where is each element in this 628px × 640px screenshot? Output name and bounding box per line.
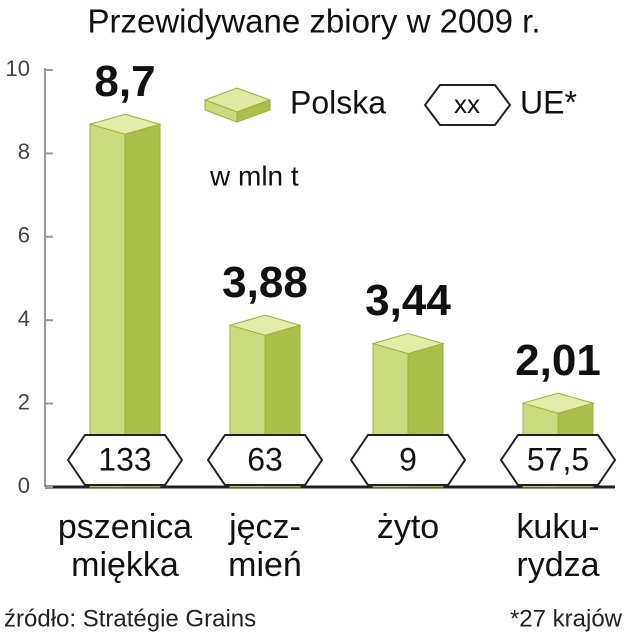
eu-hexagon bbox=[206, 434, 324, 486]
eu-value-label: 133 bbox=[98, 441, 151, 477]
legend-swatch bbox=[236, 99, 271, 123]
x-tick-label: kuku- rydza bbox=[516, 508, 600, 584]
bar-top bbox=[371, 333, 445, 355]
legend-hexagon bbox=[423, 84, 512, 126]
y-tick-label: 6 bbox=[18, 223, 30, 248]
value-label: 8,7 bbox=[94, 57, 155, 106]
value-label: 3,44 bbox=[365, 276, 451, 325]
unit-label: w mln t bbox=[209, 160, 299, 191]
note: *27 krajów bbox=[510, 605, 623, 632]
y-tick-label: 4 bbox=[18, 306, 30, 331]
chart-title: Przewidywane zbiory w 2009 r. bbox=[87, 3, 540, 40]
y-tick-label: 2 bbox=[18, 389, 30, 414]
bar-side bbox=[124, 123, 161, 488]
y-tick-label: 8 bbox=[18, 139, 30, 164]
legend: Polska xx UE* bbox=[203, 84, 577, 126]
eu-hexagon bbox=[66, 434, 184, 486]
legend-sample: xx bbox=[454, 89, 480, 119]
bar-top bbox=[88, 113, 162, 135]
eu-value-label: 63 bbox=[247, 441, 283, 477]
bar-top bbox=[228, 314, 302, 336]
eu-hexagon bbox=[499, 434, 617, 486]
legend-label: Polska bbox=[290, 84, 386, 120]
bar-top bbox=[521, 392, 595, 414]
value-label: 3,88 bbox=[222, 258, 308, 307]
value-label: 2,01 bbox=[515, 336, 601, 385]
bar bbox=[89, 123, 126, 488]
y-tick-label: 10 bbox=[6, 56, 30, 81]
eu-hexagon bbox=[349, 434, 467, 486]
eu-value-label: 57,5 bbox=[527, 441, 589, 477]
eu-value-label: 9 bbox=[399, 441, 417, 477]
y-tick-label: 0 bbox=[18, 473, 30, 498]
source: źródło: Stratégie Grains bbox=[4, 605, 256, 632]
legend-label: UE* bbox=[520, 84, 577, 120]
x-tick-label: pszenica miękka bbox=[57, 508, 193, 584]
x-tick-label: jęcz- mień bbox=[228, 508, 302, 584]
x-tick-label: żyto bbox=[376, 508, 440, 546]
